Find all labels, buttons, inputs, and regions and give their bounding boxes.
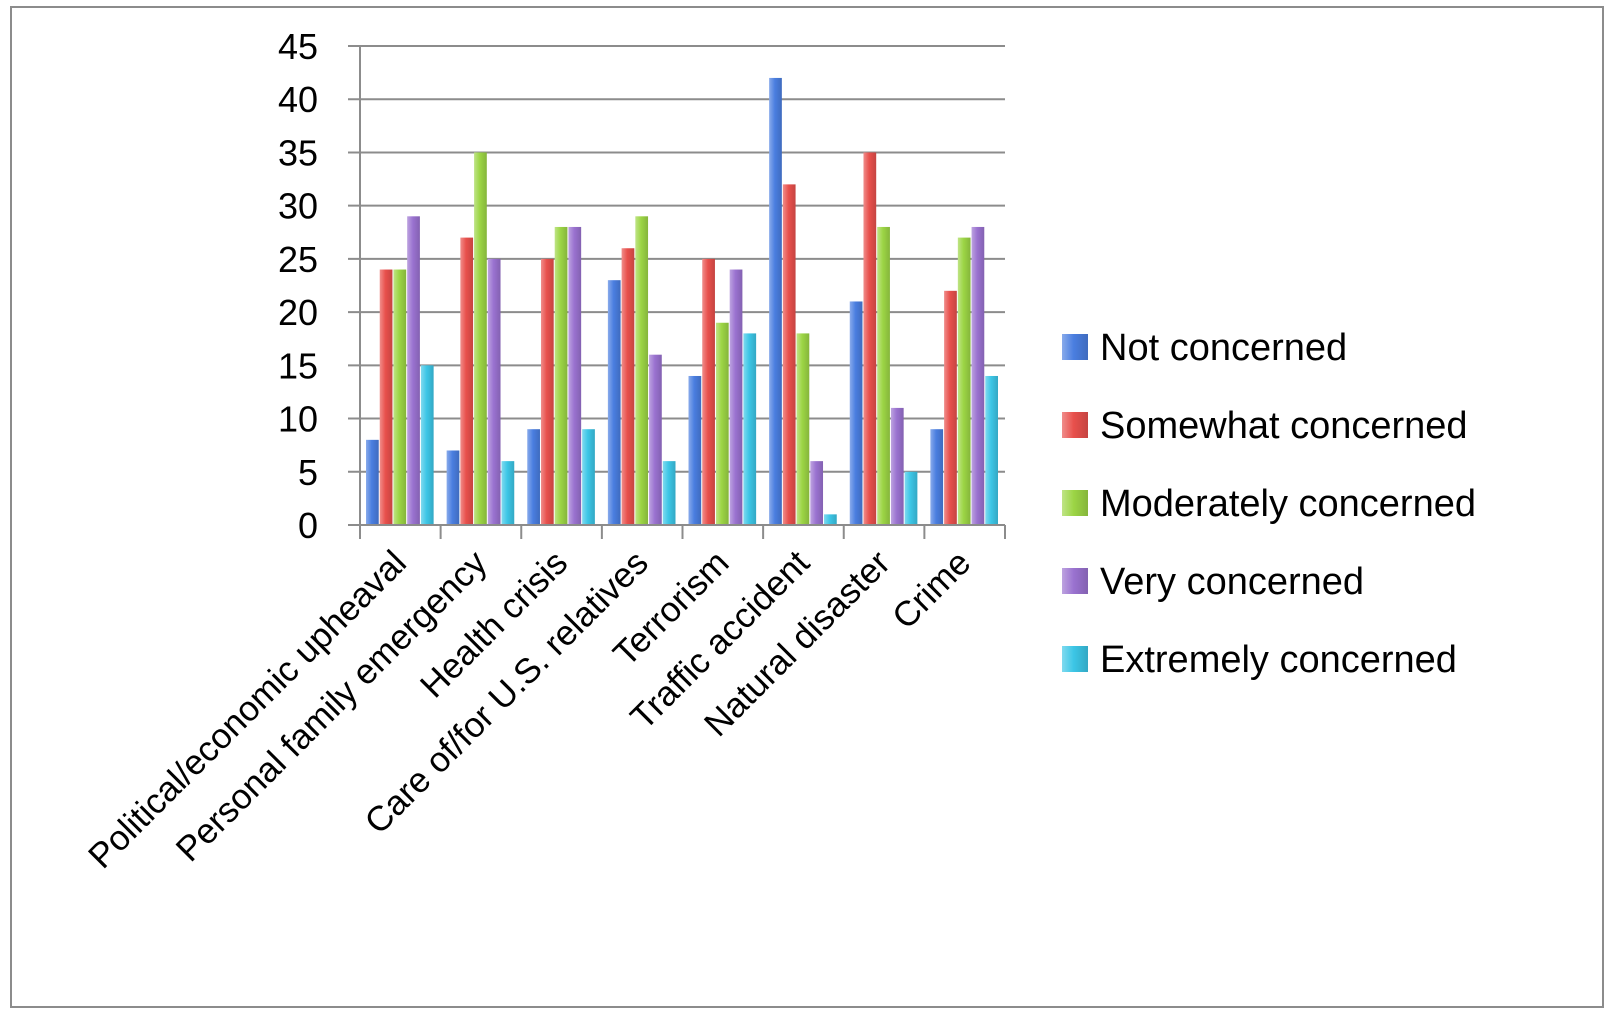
bar bbox=[582, 429, 595, 525]
bar bbox=[649, 354, 662, 525]
legend-label: Somewhat concerned bbox=[1100, 405, 1468, 447]
y-tick-label: 45 bbox=[278, 26, 318, 67]
y-tick-label: 20 bbox=[278, 292, 318, 333]
bar bbox=[420, 365, 434, 525]
bar bbox=[393, 269, 407, 525]
legend-label: Not concerned bbox=[1100, 327, 1347, 369]
bar bbox=[487, 258, 501, 525]
legend-swatch bbox=[1062, 646, 1088, 672]
bar bbox=[715, 322, 729, 525]
bar bbox=[769, 77, 782, 525]
y-tick-label: 35 bbox=[278, 132, 318, 173]
y-tick-label: 25 bbox=[278, 239, 318, 280]
legend-label: Very concerned bbox=[1100, 561, 1364, 603]
bar bbox=[554, 226, 568, 525]
bar bbox=[810, 461, 824, 525]
bar bbox=[985, 375, 998, 525]
bar bbox=[729, 269, 743, 525]
bar bbox=[379, 269, 393, 525]
bar bbox=[944, 290, 957, 525]
bar bbox=[796, 333, 810, 525]
bar bbox=[863, 152, 877, 525]
bar bbox=[662, 461, 676, 525]
y-tick-label: 5 bbox=[298, 452, 318, 493]
bar bbox=[527, 429, 540, 525]
bar bbox=[635, 216, 649, 526]
bar bbox=[540, 258, 554, 525]
bar bbox=[782, 184, 796, 525]
bar bbox=[366, 439, 379, 525]
bar bbox=[743, 333, 757, 525]
bar bbox=[849, 301, 863, 525]
x-tick-label: Political/economic upheaval bbox=[81, 543, 414, 876]
bar bbox=[446, 450, 460, 525]
legend-swatch bbox=[1062, 412, 1088, 438]
legend-swatch bbox=[1062, 490, 1088, 516]
bar bbox=[824, 514, 837, 525]
bar bbox=[407, 216, 420, 526]
bar bbox=[607, 280, 621, 525]
y-tick-label: 10 bbox=[278, 399, 318, 440]
x-tick-label: Crime bbox=[885, 543, 979, 637]
legend-swatch bbox=[1062, 334, 1088, 360]
y-tick-label: 0 bbox=[298, 505, 318, 546]
y-tick-label: 30 bbox=[278, 186, 318, 227]
y-tick-label: 15 bbox=[278, 345, 318, 386]
legend-label: Extremely concerned bbox=[1100, 639, 1457, 681]
bar bbox=[957, 237, 971, 525]
bar bbox=[904, 471, 918, 525]
bar bbox=[877, 226, 890, 525]
bar bbox=[971, 226, 985, 525]
bar bbox=[501, 461, 515, 525]
bar bbox=[474, 152, 487, 525]
bar bbox=[688, 375, 702, 525]
bar bbox=[702, 258, 715, 525]
bar bbox=[930, 429, 944, 525]
bar bbox=[460, 237, 474, 525]
bar bbox=[890, 407, 904, 525]
y-tick-label: 40 bbox=[278, 79, 318, 120]
bar bbox=[568, 226, 582, 525]
legend-swatch bbox=[1062, 568, 1088, 594]
x-tick-label: Personal family emergency bbox=[169, 543, 495, 869]
bar bbox=[621, 248, 635, 525]
legend-label: Moderately concerned bbox=[1100, 483, 1476, 525]
